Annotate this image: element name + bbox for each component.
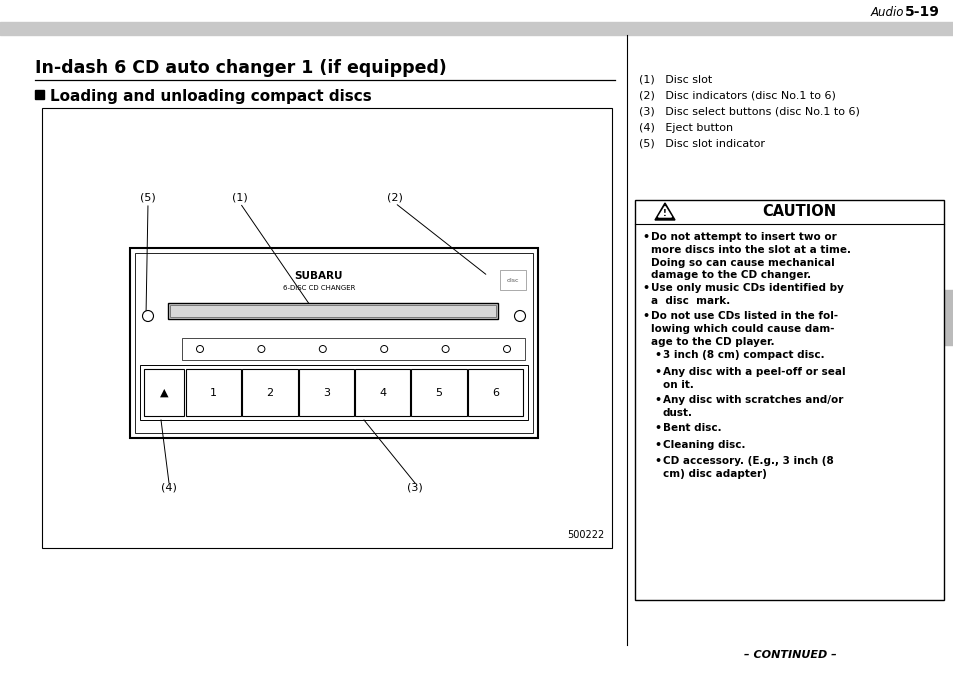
Text: •: • bbox=[641, 311, 648, 321]
Text: Do not use CDs listed in the fol-
lowing which could cause dam-
age to the CD pl: Do not use CDs listed in the fol- lowing… bbox=[650, 311, 838, 346]
Polygon shape bbox=[655, 203, 675, 220]
Text: Cleaning disc.: Cleaning disc. bbox=[662, 439, 744, 450]
Circle shape bbox=[503, 346, 510, 352]
Text: (2)   Disc indicators (disc No.1 to 6): (2) Disc indicators (disc No.1 to 6) bbox=[639, 91, 835, 101]
Text: Any disc with scratches and/or
dust.: Any disc with scratches and/or dust. bbox=[662, 395, 842, 418]
Bar bbox=[242, 369, 297, 416]
Text: Use only music CDs identified by
a  disc  mark.: Use only music CDs identified by a disc … bbox=[650, 283, 843, 306]
Text: 6-DISC CD CHANGER: 6-DISC CD CHANGER bbox=[282, 285, 355, 291]
Text: – CONTINUED –: – CONTINUED – bbox=[742, 650, 836, 660]
Text: (1): (1) bbox=[232, 192, 248, 202]
Bar bbox=[0, 22, 953, 35]
Bar bbox=[939, 290, 953, 345]
Text: Any disc with a peel-off or seal
on it.: Any disc with a peel-off or seal on it. bbox=[662, 367, 844, 389]
Bar bbox=[635, 200, 943, 600]
Text: (4)   Eject button: (4) Eject button bbox=[639, 123, 732, 133]
Bar bbox=[411, 369, 466, 416]
Text: •: • bbox=[654, 423, 660, 433]
Bar bbox=[144, 369, 184, 416]
Text: SUBARU: SUBARU bbox=[294, 271, 343, 281]
Text: 5: 5 bbox=[435, 387, 442, 398]
Text: 500222: 500222 bbox=[566, 530, 603, 540]
Text: •: • bbox=[654, 367, 660, 377]
Text: In-dash 6 CD auto changer 1 (if equipped): In-dash 6 CD auto changer 1 (if equipped… bbox=[35, 59, 446, 77]
Text: disc: disc bbox=[506, 277, 518, 283]
Bar bbox=[35, 90, 44, 99]
Text: (5)   Disc slot indicator: (5) Disc slot indicator bbox=[639, 139, 764, 149]
Text: 6: 6 bbox=[492, 387, 498, 398]
Text: •: • bbox=[641, 232, 648, 242]
Text: (2): (2) bbox=[387, 192, 402, 202]
Text: Loading and unloading compact discs: Loading and unloading compact discs bbox=[50, 89, 372, 104]
Text: •: • bbox=[641, 283, 648, 293]
Text: •: • bbox=[654, 350, 660, 360]
Text: 2: 2 bbox=[266, 387, 274, 398]
Circle shape bbox=[514, 310, 525, 321]
Text: 3 inch (8 cm) compact disc.: 3 inch (8 cm) compact disc. bbox=[662, 350, 823, 360]
Text: !: ! bbox=[662, 209, 666, 219]
Text: 5-19: 5-19 bbox=[904, 5, 939, 19]
Bar bbox=[186, 369, 241, 416]
Circle shape bbox=[441, 346, 449, 352]
Circle shape bbox=[196, 346, 203, 352]
Text: 4: 4 bbox=[378, 387, 386, 398]
Circle shape bbox=[380, 346, 387, 352]
Bar bbox=[467, 369, 522, 416]
Text: (5): (5) bbox=[140, 192, 155, 202]
Text: •: • bbox=[654, 456, 660, 466]
Text: CAUTION: CAUTION bbox=[761, 205, 836, 219]
Bar bbox=[135, 253, 533, 433]
Circle shape bbox=[319, 346, 326, 352]
Text: 1: 1 bbox=[210, 387, 217, 398]
Text: Do not attempt to insert two or
more discs into the slot at a time.
Doing so can: Do not attempt to insert two or more dis… bbox=[650, 232, 850, 280]
Circle shape bbox=[257, 346, 265, 352]
Text: CD accessory. (E.g., 3 inch (8
cm) disc adapter): CD accessory. (E.g., 3 inch (8 cm) disc … bbox=[662, 456, 833, 479]
Bar bbox=[298, 369, 354, 416]
Polygon shape bbox=[658, 207, 671, 217]
Text: ▲: ▲ bbox=[159, 387, 168, 398]
Bar bbox=[170, 305, 496, 317]
Text: (3)   Disc select buttons (disc No.1 to 6): (3) Disc select buttons (disc No.1 to 6) bbox=[639, 107, 859, 117]
Text: Bent disc.: Bent disc. bbox=[662, 423, 720, 433]
Circle shape bbox=[142, 310, 153, 321]
Text: (1)   Disc slot: (1) Disc slot bbox=[639, 75, 712, 85]
Bar bbox=[42, 108, 612, 548]
Text: •: • bbox=[654, 395, 660, 405]
Bar bbox=[168, 303, 497, 319]
Bar bbox=[130, 248, 537, 438]
Text: (3): (3) bbox=[407, 483, 422, 493]
Text: Audio: Audio bbox=[870, 6, 907, 19]
Bar bbox=[355, 369, 410, 416]
Bar bbox=[182, 338, 524, 360]
Bar bbox=[499, 270, 525, 290]
Text: (4): (4) bbox=[161, 483, 176, 493]
Text: 3: 3 bbox=[322, 387, 330, 398]
Bar bbox=[140, 365, 527, 420]
Text: •: • bbox=[654, 439, 660, 450]
